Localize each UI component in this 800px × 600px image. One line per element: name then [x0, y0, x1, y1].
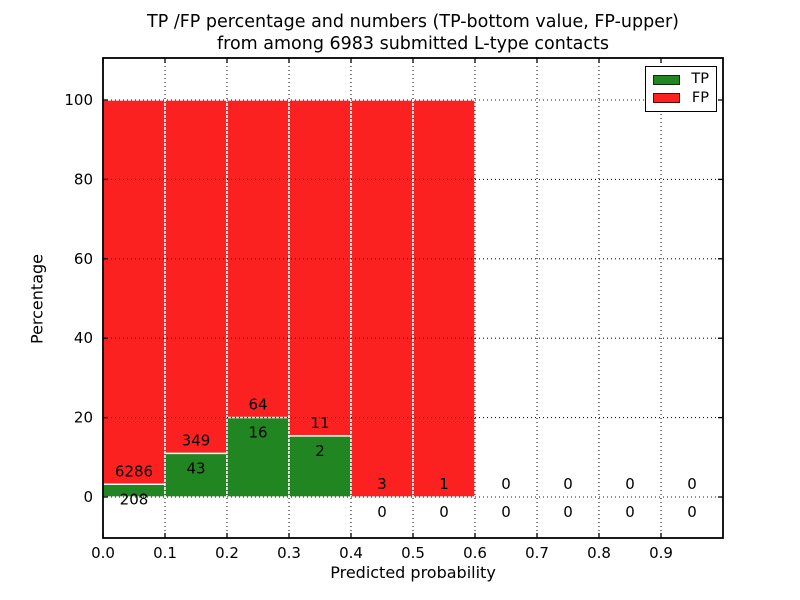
tp-count-label: 0: [377, 503, 387, 521]
fp-bar-segment: [350, 99, 414, 498]
fp-bar-segment: [412, 99, 476, 498]
y-tick-label: 20: [74, 409, 93, 427]
y-tick-label: 100: [64, 91, 93, 109]
x-tick-label: 0.3: [277, 544, 301, 562]
x-tick-label: 0.7: [525, 544, 549, 562]
x-tick-label: 0.0: [91, 544, 115, 562]
x-tick-label: 0.1: [153, 544, 177, 562]
fp-count-label: 1: [439, 475, 449, 493]
tp-count-label: 0: [625, 503, 635, 521]
fp-count-label: 0: [625, 475, 635, 493]
fp-count-label: 0: [501, 475, 511, 493]
y-tick-label: 0: [83, 488, 93, 506]
tp-count-label: 0: [501, 503, 511, 521]
fp-count-label: 349: [182, 431, 211, 449]
x-tick-label: 0.4: [339, 544, 363, 562]
fp-count-label: 64: [248, 396, 267, 414]
fp-bar-segment: [288, 99, 352, 437]
tp-count-label: 0: [563, 503, 573, 521]
tp-bar-segment: [226, 416, 290, 498]
tp-count-label: 0: [439, 503, 449, 521]
chart-title: TP /FP percentage and numbers (TP-bottom…: [103, 11, 723, 55]
y-tick-label: 80: [74, 170, 93, 188]
chart-title-line1: TP /FP percentage and numbers (TP-bottom…: [147, 12, 679, 32]
legend-item-tp: TP: [653, 72, 709, 87]
fp-count-label: 11: [310, 414, 329, 432]
x-tick-label: 0.5: [401, 544, 425, 562]
legend-item-fp: FP: [653, 89, 709, 106]
fp-count-label: 3: [377, 475, 387, 493]
legend: TP FP: [645, 66, 717, 112]
tp-count-label: 208: [120, 490, 149, 508]
fp-count-label: 0: [563, 475, 573, 493]
tp-count-label: 43: [186, 459, 205, 477]
x-tick-label: 0.2: [215, 544, 239, 562]
tp-bar-segment: [164, 452, 228, 498]
fp-bar-segment: [164, 99, 228, 455]
x-tick-label: 0.9: [649, 544, 673, 562]
chart-title-line2: from among 6983 submitted L-type contact…: [216, 34, 610, 54]
y-tick-label: 60: [74, 250, 93, 268]
tp-count-label: 2: [315, 442, 325, 460]
fp-swatch-icon: [653, 93, 680, 104]
x-axis-label: Predicted probability: [330, 563, 496, 582]
fp-bar-segment: [102, 99, 166, 485]
fp-count-label: 0: [687, 475, 697, 493]
fp-count-label: 6286: [115, 462, 153, 480]
x-tick-label: 0.8: [587, 544, 611, 562]
axes-frame: [102, 57, 724, 539]
legend-label-tp: TP: [691, 71, 709, 88]
tp-swatch-icon: [653, 74, 680, 85]
x-tick-label: 0.6: [463, 544, 487, 562]
y-tick-label: 40: [74, 329, 93, 347]
legend-label-fp: FP: [691, 89, 709, 106]
tp-count-label: 16: [248, 424, 267, 442]
tp-count-label: 0: [687, 503, 697, 521]
